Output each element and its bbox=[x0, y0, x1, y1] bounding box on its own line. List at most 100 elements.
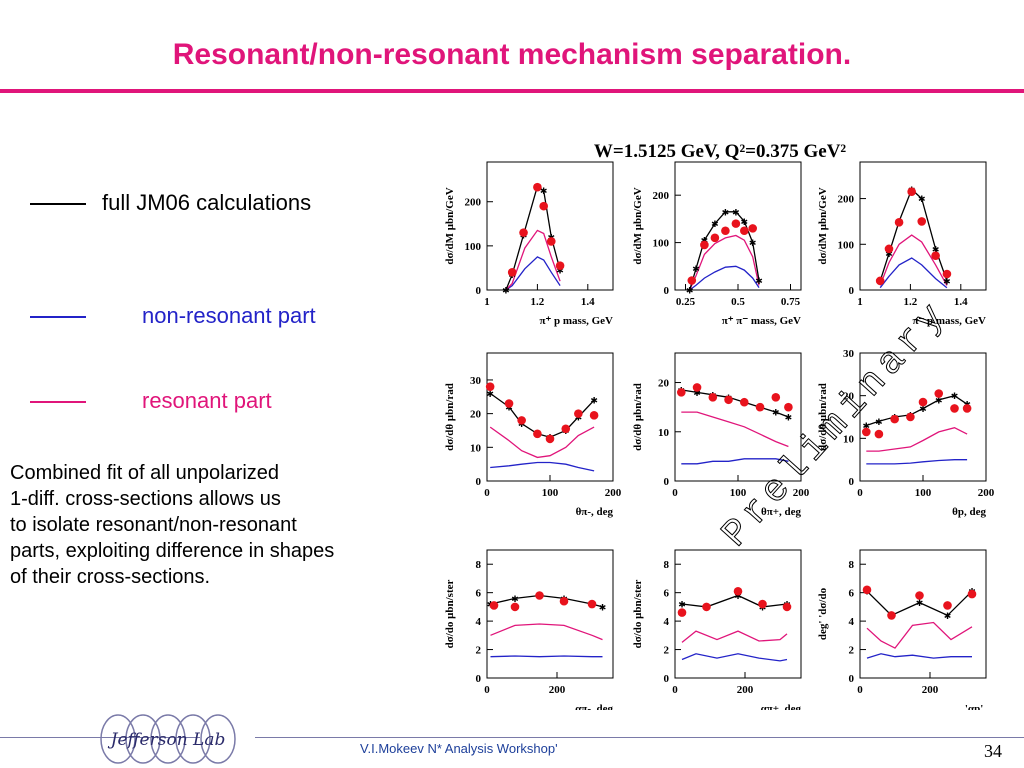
chart-panel: 0.25 0.5 0.75 0 100 200 π⁺ π⁻ mass, GeV dσ/dM μ… bbox=[632, 161, 802, 327]
y-tick-label: 2 bbox=[664, 645, 670, 657]
calculation-marker: ✱ bbox=[590, 397, 598, 407]
x-tick-label: 100 bbox=[542, 487, 559, 499]
data-point bbox=[677, 388, 686, 397]
calculation-marker: ✱ bbox=[556, 267, 564, 277]
data-point bbox=[917, 217, 927, 226]
y-tick-label: 0 bbox=[849, 673, 855, 685]
x-tick-label: 200 bbox=[978, 487, 995, 499]
calculation-marker: ✱ bbox=[759, 603, 767, 613]
calculation-marker: ✱ bbox=[486, 390, 494, 400]
data-point bbox=[862, 585, 872, 595]
data-point bbox=[740, 397, 749, 407]
description-line: 1-diff. cross-sections allows us bbox=[10, 488, 281, 510]
data-point bbox=[950, 404, 959, 413]
x-tick-label: 0 bbox=[857, 684, 863, 696]
x-tick-label: 0.5 bbox=[731, 296, 745, 308]
y-axis-label: deg' 'dσ/dο bbox=[817, 587, 829, 640]
x-tick-label: 0 bbox=[672, 487, 678, 499]
resonant-curve bbox=[866, 427, 968, 452]
x-tick-label: 1 bbox=[484, 296, 490, 308]
y-tick-label: 6 bbox=[476, 588, 482, 600]
x-tick-label: 1.4 bbox=[581, 296, 595, 308]
x-axis-label: π⁺ π⁻ mass, GeV bbox=[722, 315, 801, 327]
data-point bbox=[574, 409, 583, 418]
calculation-marker: ✱ bbox=[511, 595, 519, 605]
legend-full-label: full JM06 calculations bbox=[102, 190, 312, 215]
plot-frame bbox=[859, 549, 987, 679]
y-tick-label: 2 bbox=[476, 645, 482, 657]
data-point bbox=[942, 269, 952, 279]
x-axis-label: θπ+, deg bbox=[761, 506, 802, 518]
y-tick-label: 0 bbox=[849, 476, 855, 488]
calculation-marker: ✱ bbox=[875, 418, 883, 428]
data-point bbox=[782, 602, 792, 612]
data-point bbox=[546, 237, 556, 246]
resonant-curve bbox=[489, 426, 595, 459]
data-point bbox=[559, 596, 569, 606]
footer-text: V.I.Mokeev N* Analysis Workshop' bbox=[360, 741, 558, 756]
resonant-curve bbox=[681, 411, 789, 448]
calculation-marker: ✱ bbox=[722, 208, 730, 218]
data-point bbox=[731, 219, 741, 228]
data-point bbox=[555, 261, 565, 271]
x-tick-label: 1 bbox=[857, 296, 863, 308]
y-tick-label: 0 bbox=[664, 285, 670, 297]
data-point bbox=[887, 611, 896, 620]
data-point bbox=[587, 599, 597, 609]
x-tick-label: 200 bbox=[605, 487, 622, 499]
data-point bbox=[485, 382, 495, 391]
calculation-marker: ✱ bbox=[518, 420, 526, 430]
x-tick-label: 0 bbox=[484, 684, 490, 696]
cross-section-figure: W=1.5125 GeV, Q²=0.375 GeV² 1 1.2 1.401002… bbox=[444, 141, 995, 710]
description: Combined fit of all unpolarized 1-diff. … bbox=[10, 460, 430, 590]
non-resonant-curve bbox=[490, 655, 603, 658]
x-axis-label: θπ-, deg bbox=[576, 506, 614, 518]
x-tick-label: 0.25 bbox=[676, 296, 696, 308]
y-tick-label: 0 bbox=[476, 285, 482, 297]
y-tick-label: 0 bbox=[476, 673, 482, 685]
x-tick-label: 0 bbox=[857, 487, 863, 499]
chart-panel: 1 1.2 1.4 0 100 200 π⁻ p mass, GeV dσ/dM μbn/Ge… bbox=[817, 161, 987, 327]
calculation-marker: ✱ bbox=[505, 403, 513, 413]
y-tick-label: 8 bbox=[849, 559, 855, 571]
calculation-marker: ✱ bbox=[755, 277, 763, 287]
data-point bbox=[967, 589, 977, 599]
page-number: 34 bbox=[984, 741, 1002, 761]
data-point bbox=[687, 276, 697, 285]
calculation-marker: ✱ bbox=[785, 414, 793, 424]
x-axis-label: απ-, deg bbox=[575, 703, 613, 710]
calculation-marker: ✱ bbox=[772, 409, 780, 419]
calculation-marker: ✱ bbox=[540, 187, 548, 197]
x-axis-label: π⁻ p mass, GeV bbox=[912, 315, 986, 327]
data-point bbox=[533, 182, 542, 192]
resonant-curve bbox=[490, 623, 603, 641]
data-point bbox=[517, 416, 526, 425]
full-calculation-curve bbox=[490, 594, 603, 608]
calculation-marker: ✱ bbox=[919, 405, 927, 415]
plot-frame bbox=[486, 549, 614, 679]
data-point bbox=[589, 411, 599, 420]
calculation-marker: ✱ bbox=[932, 245, 940, 255]
y-tick-label: 8 bbox=[664, 559, 670, 571]
data-point bbox=[906, 412, 915, 422]
legend-full-line bbox=[30, 203, 86, 205]
calculation-marker: ✱ bbox=[686, 287, 694, 297]
data-point bbox=[943, 601, 952, 610]
x-axis-label: π⁺ p mass, GeV bbox=[539, 315, 613, 327]
plot-frame bbox=[859, 161, 987, 291]
y-tick-label: 100 bbox=[653, 238, 670, 250]
resonant-curve bbox=[866, 621, 973, 649]
y-tick-label: 6 bbox=[664, 588, 670, 600]
full-calculation-curve bbox=[866, 590, 973, 617]
y-tick-label: 20 bbox=[658, 378, 670, 390]
resonant-curve bbox=[689, 234, 760, 291]
full-calculation-curve bbox=[489, 392, 595, 438]
non-resonant-curve bbox=[681, 458, 789, 465]
chart-panel: 0 100 200 0 10 20 30 θπ-, deg dσ/dθ μbn/rad ✱ ✱ ✱ ✱ ✱… bbox=[444, 352, 622, 518]
y-tick-label: 200 bbox=[465, 197, 482, 209]
data-point bbox=[561, 424, 571, 434]
y-tick-label: 200 bbox=[653, 190, 670, 202]
plot-frame bbox=[486, 161, 614, 291]
y-tick-label: 0 bbox=[476, 476, 482, 488]
